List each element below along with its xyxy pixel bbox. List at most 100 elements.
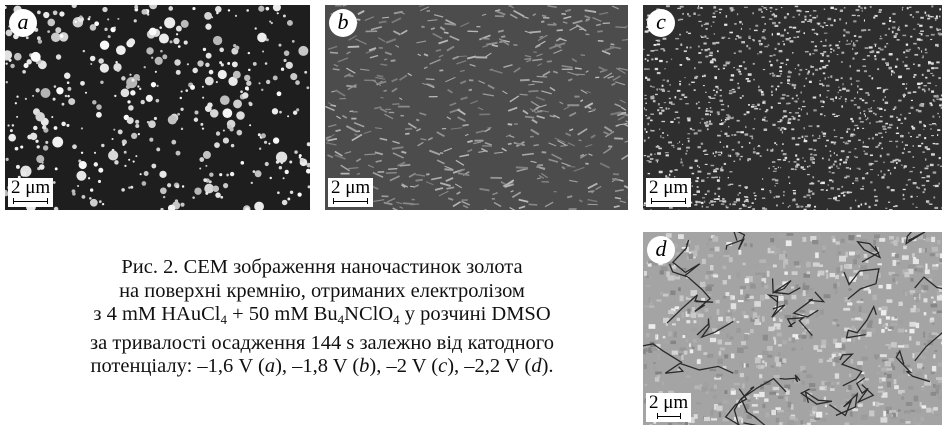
texture-detail xyxy=(809,383,815,387)
texture-detail xyxy=(767,149,769,151)
texture-detail xyxy=(922,367,924,369)
texture-detail xyxy=(146,47,153,54)
texture-detail xyxy=(783,43,785,45)
texture-detail xyxy=(819,68,821,70)
texture-detail xyxy=(828,159,830,161)
texture-detail xyxy=(755,25,758,27)
texture-detail xyxy=(373,173,383,178)
texture-detail xyxy=(578,140,581,141)
texture-detail xyxy=(923,124,925,125)
texture-detail xyxy=(613,76,621,80)
texture-detail xyxy=(754,108,758,109)
texture-detail xyxy=(914,396,918,402)
texture-detail xyxy=(844,177,847,179)
texture-detail xyxy=(737,348,744,353)
texture-detail xyxy=(209,70,214,75)
texture-detail xyxy=(697,7,699,9)
texture-detail xyxy=(90,56,96,62)
texture-detail xyxy=(733,318,735,321)
texture-detail xyxy=(922,89,925,91)
texture-detail xyxy=(777,333,782,337)
texture-detail xyxy=(227,62,230,65)
texture-detail xyxy=(937,134,938,136)
texture-detail xyxy=(840,163,841,165)
texture-detail xyxy=(739,21,741,23)
texture-detail xyxy=(918,47,919,48)
texture-detail xyxy=(214,142,220,148)
texture-detail xyxy=(709,123,713,125)
texture-detail xyxy=(913,43,917,45)
texture-detail xyxy=(212,185,219,192)
texture-detail xyxy=(608,76,614,78)
texture-detail xyxy=(910,278,913,282)
texture-detail xyxy=(770,7,773,9)
texture-detail xyxy=(865,47,869,48)
texture-detail xyxy=(835,373,839,378)
texture-detail xyxy=(525,117,534,118)
texture-detail xyxy=(542,16,546,17)
texture-detail xyxy=(788,176,789,178)
texture-detail xyxy=(618,116,624,119)
texture-detail xyxy=(654,50,658,51)
texture-detail xyxy=(840,265,842,271)
texture-detail xyxy=(718,154,721,155)
texture-detail xyxy=(395,45,398,47)
texture-detail xyxy=(898,28,899,30)
texture-detail xyxy=(223,129,225,131)
texture-detail xyxy=(797,10,801,12)
texture-detail xyxy=(283,177,285,179)
texture-detail xyxy=(614,206,620,207)
texture-detail xyxy=(745,133,749,135)
texture-detail xyxy=(740,156,742,157)
texture-detail xyxy=(899,302,903,306)
texture-detail xyxy=(20,145,23,148)
texture-detail xyxy=(646,285,651,287)
texture-detail xyxy=(882,23,885,25)
texture-detail xyxy=(681,158,682,160)
texture-detail xyxy=(819,237,822,240)
texture-detail xyxy=(744,346,748,348)
texture-detail xyxy=(776,59,778,61)
texture-detail xyxy=(739,192,741,194)
texture-detail xyxy=(892,27,896,29)
texture-detail xyxy=(655,94,658,95)
texture-detail xyxy=(456,61,466,64)
texture-detail xyxy=(854,104,857,106)
texture-detail xyxy=(54,126,58,130)
texture-detail xyxy=(644,98,646,99)
texture-detail xyxy=(56,87,63,94)
texture-detail xyxy=(679,34,681,36)
texture-detail xyxy=(926,165,929,167)
texture-detail xyxy=(722,37,726,38)
texture-detail xyxy=(848,235,854,240)
texture-detail xyxy=(862,10,863,12)
texture-detail xyxy=(762,360,764,363)
texture-detail xyxy=(694,89,696,91)
texture-detail xyxy=(433,34,443,39)
texture-detail xyxy=(434,15,443,17)
texture-detail xyxy=(176,26,182,32)
texture-detail xyxy=(795,112,799,113)
texture-detail xyxy=(769,61,771,63)
texture-detail xyxy=(647,55,650,56)
texture-detail xyxy=(273,75,278,80)
texture-detail xyxy=(223,183,228,188)
texture-detail xyxy=(850,135,853,137)
texture-detail xyxy=(701,49,703,50)
texture-detail xyxy=(669,84,671,85)
texture-detail xyxy=(107,18,109,20)
texture-detail xyxy=(744,334,748,340)
texture-detail xyxy=(819,83,823,84)
texture-detail xyxy=(15,147,19,151)
texture-detail xyxy=(124,151,127,154)
texture-detail xyxy=(16,165,20,169)
texture-detail xyxy=(698,46,700,48)
texture-detail xyxy=(898,345,904,347)
texture-detail xyxy=(114,160,118,164)
texture-detail xyxy=(875,134,878,136)
texture-detail xyxy=(700,282,705,287)
texture-detail xyxy=(648,117,651,118)
texture-detail xyxy=(447,46,454,50)
texture-detail xyxy=(405,129,412,130)
texture-detail xyxy=(194,187,201,194)
